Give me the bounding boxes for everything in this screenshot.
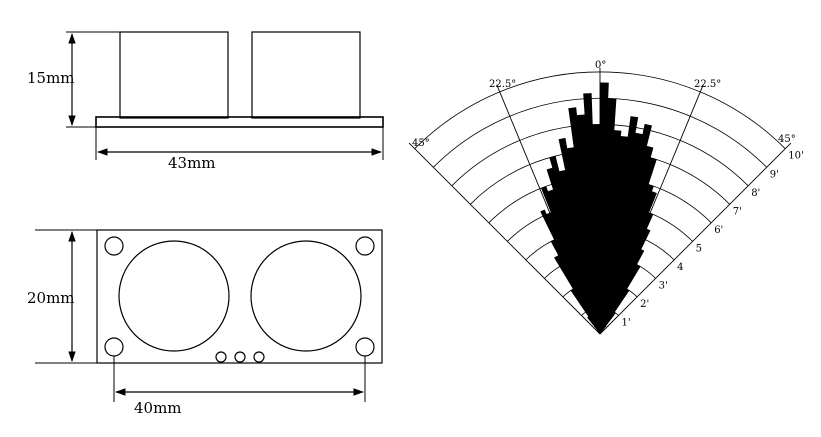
range-label-3: 3' [659, 280, 668, 291]
left-transducer-face [118, 240, 230, 352]
range-label-1: 1' [622, 318, 631, 329]
mount-hole-top-left [104, 236, 124, 256]
angle-label-right-mid: 22.5° [694, 79, 721, 90]
range-label-4: 4 [677, 262, 683, 273]
pin-3 [253, 351, 265, 363]
side-height-label: 15mm [27, 69, 75, 87]
right-transducer-face [250, 240, 362, 352]
range-label-8: 8' [751, 188, 760, 199]
range-label-5: 5 [696, 243, 702, 254]
angle-spoke [599, 84, 704, 335]
left-transducer-side [119, 31, 229, 119]
angle-label-left-mid: 22.5° [489, 79, 516, 90]
pin-1 [215, 351, 227, 363]
front-view [35, 229, 383, 402]
range-label-2: 2' [640, 299, 649, 310]
beam-chart: 1' 2' 3' 4 5 6' 7' 8' 9' 10' [408, 68, 804, 335]
mount-hole-bottom-left [104, 337, 124, 357]
pcb-board-side [95, 116, 384, 128]
pcb-board-front [96, 229, 383, 364]
angle-spoke [408, 142, 601, 335]
range-label-7: 7' [733, 206, 742, 217]
side-view [66, 31, 384, 160]
side-width-label: 43mm [168, 154, 216, 172]
front-height-label: 20mm [27, 289, 75, 307]
right-transducer-side [251, 31, 361, 119]
range-label-10: 10' [788, 151, 803, 162]
angle-label-center: 0° [595, 60, 606, 71]
angle-label-left-edge: 45° [412, 138, 430, 149]
mount-hole-bottom-right [355, 337, 375, 357]
angle-spokes [408, 68, 792, 335]
pin-2 [234, 351, 246, 363]
beam-pattern-fill [540, 82, 657, 334]
range-label-6: 6' [714, 225, 723, 236]
angle-spoke [599, 142, 792, 335]
angle-label-right-edge: 45° [778, 134, 796, 145]
angle-spoke [496, 84, 601, 335]
range-label-9: 9' [770, 169, 779, 180]
front-spacing-label: 40mm [134, 399, 182, 417]
mount-hole-top-right [355, 236, 375, 256]
beam-lobe [540, 82, 657, 334]
range-labels: 1' 2' 3' 4 5 6' 7' 8' 9' 10' [622, 151, 804, 329]
